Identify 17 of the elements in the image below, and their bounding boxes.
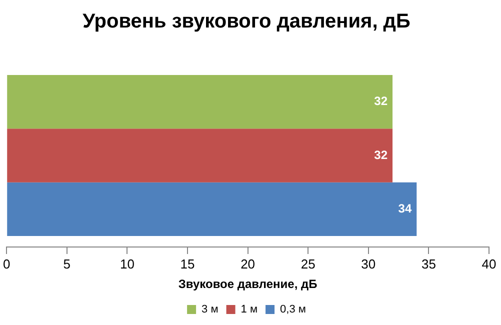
data-label: 32 [374,94,388,108]
chart-title: Уровень звукового давления, дБ [82,10,410,33]
x-tick-label: 0 [3,256,10,272]
x-tick-label: 30 [361,256,376,272]
x-tick-label: 5 [63,256,71,272]
x-tick-label: 25 [300,256,316,272]
data-label: 34 [398,201,412,216]
legend-label: 1 м [240,304,258,316]
x-axis-title: Звуковое давление, дБ [178,277,318,292]
x-tick-label: 10 [120,256,134,272]
x-tick-label: 35 [421,256,436,272]
legend-label: 0,3 м [280,304,306,316]
x-tick-label: 20 [240,256,256,272]
legend-label: 3 м [202,304,218,316]
x-tick-label: 40 [482,256,496,272]
data-label: 32 [374,148,388,162]
x-tick-label: 15 [180,256,195,272]
